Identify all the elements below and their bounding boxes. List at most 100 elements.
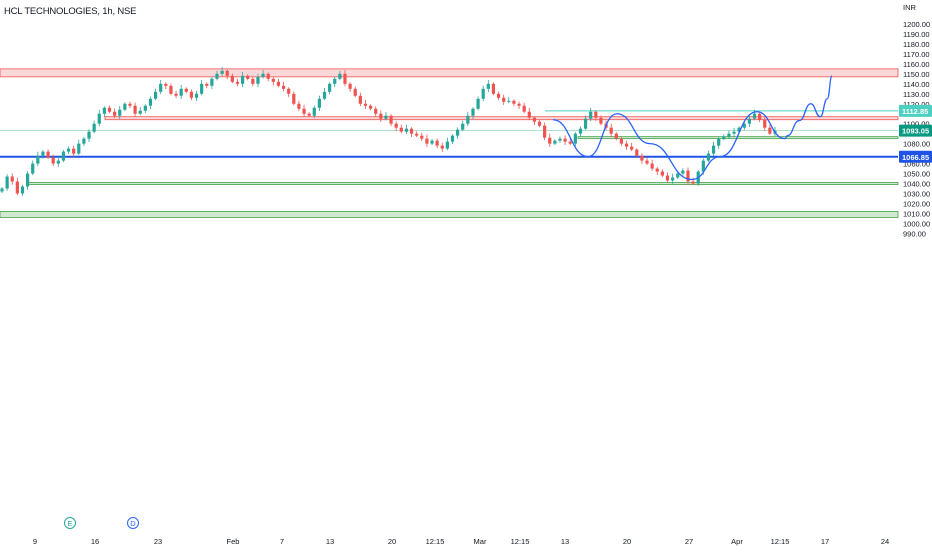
- candle-body[interactable]: [72, 148, 76, 154]
- candle-body[interactable]: [271, 78, 275, 82]
- earnings-marker[interactable]: [64, 517, 76, 529]
- candle-body[interactable]: [461, 123, 465, 130]
- candle-body[interactable]: [102, 107, 106, 114]
- candle-body[interactable]: [51, 157, 55, 164]
- candle-body[interactable]: [578, 128, 583, 134]
- candle-body[interactable]: [169, 85, 173, 94]
- candle-body[interactable]: [430, 140, 434, 144]
- candle-body[interactable]: [368, 105, 373, 109]
- candle-body[interactable]: [184, 88, 188, 92]
- candle-body[interactable]: [138, 110, 142, 114]
- candle-body[interactable]: [333, 78, 337, 84]
- candle-body[interactable]: [425, 138, 429, 144]
- candle-body[interactable]: [456, 129, 460, 136]
- candle-body[interactable]: [0, 188, 4, 192]
- candle-body[interactable]: [159, 83, 163, 92]
- candle-body[interactable]: [317, 98, 321, 108]
- candle-body[interactable]: [77, 143, 81, 154]
- candle-body[interactable]: [522, 105, 526, 112]
- candle-body[interactable]: [737, 127, 741, 132]
- candle-body[interactable]: [322, 91, 327, 99]
- candle-body[interactable]: [445, 141, 449, 149]
- candle-body[interactable]: [727, 133, 731, 137]
- candle-body[interactable]: [312, 107, 316, 116]
- candle-body[interactable]: [543, 125, 547, 138]
- candle-body[interactable]: [189, 91, 194, 98]
- candle-body[interactable]: [594, 111, 598, 118]
- candle-body[interactable]: [276, 81, 281, 86]
- candle-body[interactable]: [46, 151, 50, 158]
- candle-body[interactable]: [517, 103, 521, 106]
- candle-body[interactable]: [87, 131, 91, 139]
- candle-body[interactable]: [758, 113, 762, 120]
- candle-body[interactable]: [179, 88, 183, 96]
- candle-body[interactable]: [389, 115, 393, 124]
- candle-body[interactable]: [742, 123, 746, 128]
- candle-body[interactable]: [36, 155, 40, 164]
- candle-body[interactable]: [486, 83, 490, 89]
- candle-body[interactable]: [502, 97, 506, 102]
- candle-body[interactable]: [583, 118, 588, 129]
- candle-body[interactable]: [287, 88, 291, 94]
- candle-body[interactable]: [655, 168, 659, 172]
- candle-body[interactable]: [328, 83, 332, 92]
- candle-body[interactable]: [548, 137, 552, 144]
- candle-body[interactable]: [404, 128, 409, 132]
- candle-body[interactable]: [527, 111, 531, 118]
- candle-body[interactable]: [752, 113, 757, 119]
- candle-body[interactable]: [640, 155, 644, 161]
- candle-body[interactable]: [440, 145, 444, 149]
- candle-body[interactable]: [706, 153, 711, 161]
- candle-body[interactable]: [732, 131, 736, 134]
- candle-body[interactable]: [246, 75, 250, 79]
- candle-body[interactable]: [220, 70, 224, 74]
- candle-body[interactable]: [292, 93, 296, 104]
- candle-body[interactable]: [466, 115, 470, 124]
- candle-body[interactable]: [123, 103, 127, 110]
- candle-body[interactable]: [384, 115, 388, 119]
- candle-body[interactable]: [558, 138, 562, 141]
- candle-body[interactable]: [148, 98, 153, 106]
- candle-body[interactable]: [599, 117, 603, 124]
- candle-body[interactable]: [92, 123, 96, 132]
- candle-body[interactable]: [118, 109, 122, 116]
- candle-body[interactable]: [41, 151, 45, 156]
- candle-body[interactable]: [15, 181, 19, 194]
- candle-body[interactable]: [174, 93, 178, 96]
- candle-body[interactable]: [763, 119, 767, 128]
- candle-body[interactable]: [379, 113, 383, 119]
- candle-body[interactable]: [251, 78, 255, 84]
- candle-body[interactable]: [686, 170, 690, 182]
- candle-body[interactable]: [374, 108, 378, 114]
- projection-curve[interactable]: [784, 75, 833, 140]
- candle-body[interactable]: [66, 148, 71, 152]
- candle-body[interactable]: [496, 93, 501, 98]
- candle-body[interactable]: [194, 93, 199, 98]
- candle-body[interactable]: [609, 127, 613, 134]
- candle-body[interactable]: [338, 73, 342, 79]
- candle-body[interactable]: [143, 105, 147, 111]
- candle-body[interactable]: [133, 105, 137, 114]
- candle-body[interactable]: [10, 176, 14, 182]
- candle-body[interactable]: [113, 111, 117, 116]
- candle-body[interactable]: [128, 103, 132, 106]
- candle-body[interactable]: [343, 73, 347, 84]
- candle-body[interactable]: [491, 83, 496, 94]
- candle-body[interactable]: [676, 173, 680, 178]
- candle-body[interactable]: [215, 73, 219, 79]
- candle-body[interactable]: [435, 140, 439, 146]
- candle-body[interactable]: [635, 149, 639, 156]
- candle-body[interactable]: [415, 133, 419, 136]
- candle-body[interactable]: [450, 135, 455, 142]
- candle-body[interactable]: [665, 175, 670, 181]
- candle-body[interactable]: [399, 127, 403, 132]
- candle-body[interactable]: [5, 176, 9, 189]
- candle-body[interactable]: [20, 186, 25, 194]
- candle-body[interactable]: [481, 88, 485, 99]
- candle-body[interactable]: [107, 107, 112, 112]
- pattern-curve[interactable]: [552, 111, 786, 181]
- candle-body[interactable]: [241, 75, 245, 84]
- candle-body[interactable]: [573, 133, 577, 144]
